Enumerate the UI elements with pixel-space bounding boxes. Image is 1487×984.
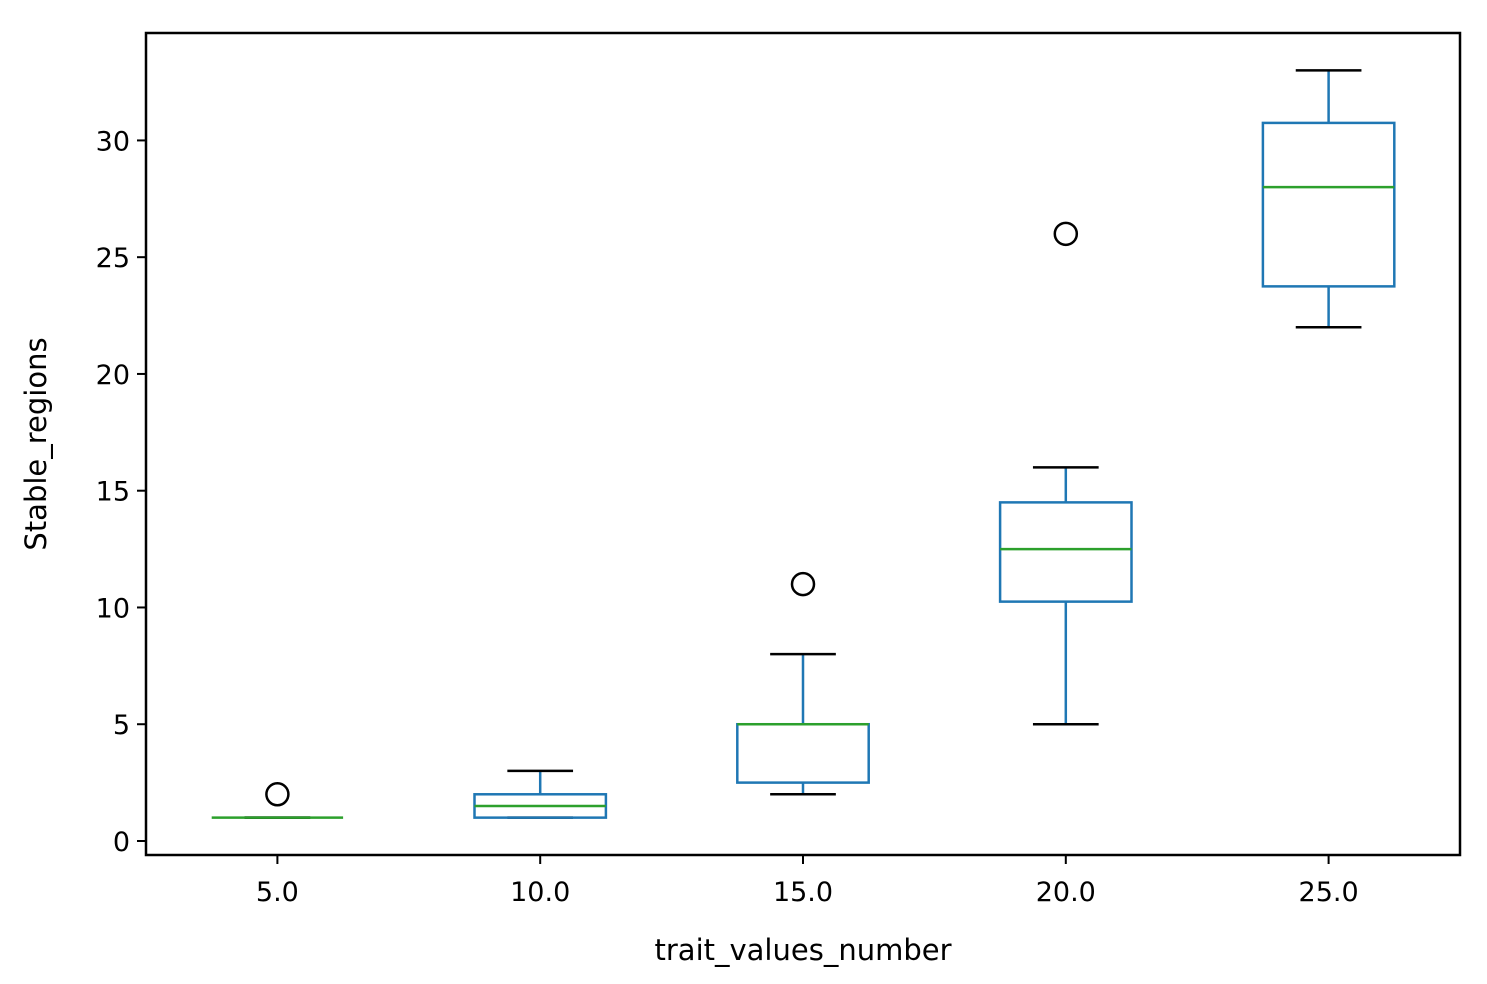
x-tick-label: 5.0 — [256, 877, 299, 908]
box-group-20.0 — [998, 221, 1133, 726]
y-axis-label: Stable_regions — [19, 337, 53, 550]
y-tick-label: 25 — [96, 243, 130, 274]
y-tick-label: 5 — [113, 710, 130, 741]
x-tick-label: 20.0 — [1036, 877, 1096, 908]
x-axis: 5.0 10.0 15.0 20.0 25.0 — [256, 855, 1359, 908]
box-group-5.0 — [211, 782, 344, 819]
x-tick-label: 15.0 — [773, 877, 833, 908]
box-plot-marks — [211, 69, 1396, 819]
y-tick-label: 20 — [96, 360, 130, 391]
x-axis-label: trait_values_number — [655, 933, 952, 967]
box-group-15.0 — [736, 571, 870, 796]
x-tick-label: 25.0 — [1299, 877, 1359, 908]
y-tick-label: 10 — [96, 593, 130, 624]
box-group-25.0 — [1261, 69, 1396, 329]
outlier-point — [790, 571, 816, 597]
outlier-point — [265, 782, 290, 807]
iqr-box — [1261, 121, 1396, 288]
y-tick-label: 30 — [96, 126, 130, 157]
iqr-box — [998, 501, 1133, 603]
box-group-10.0 — [473, 769, 608, 819]
y-tick-label: 0 — [113, 827, 130, 858]
y-tick-label: 15 — [96, 477, 130, 508]
x-tick-label: 10.0 — [510, 877, 570, 908]
outlier-point — [1053, 221, 1079, 247]
y-axis: 0 5 10 15 20 25 30 — [96, 126, 146, 858]
